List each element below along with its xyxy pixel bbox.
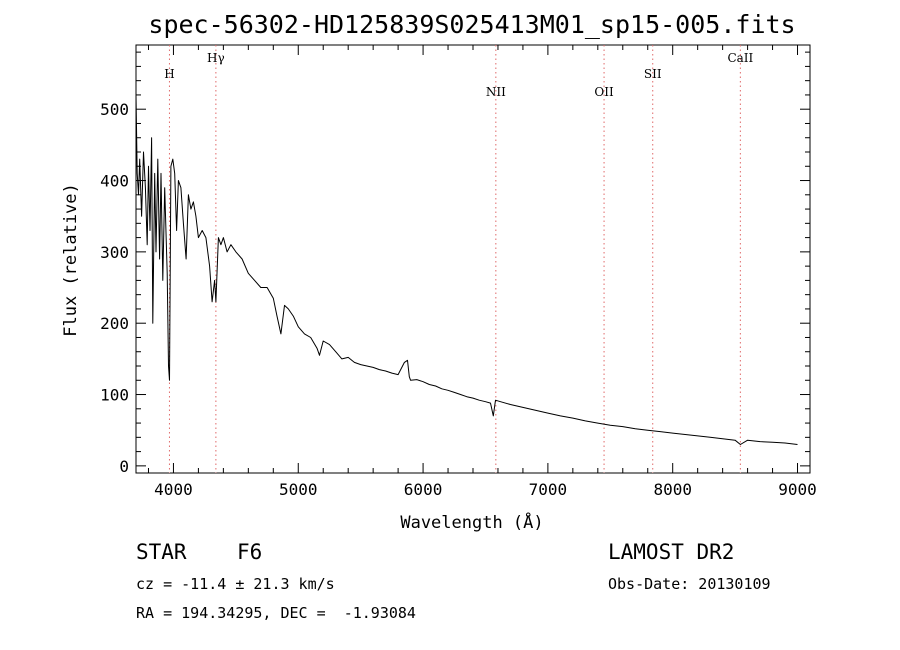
- redshift-text: cz = -11.4 ± 21.3 km/s: [136, 575, 335, 593]
- plot-frame-box: [135, 44, 811, 474]
- spectrum-line: [135, 94, 798, 445]
- object-class: F6: [237, 540, 263, 564]
- y-tick-label: 100: [100, 386, 129, 405]
- line-marker-label: H: [164, 67, 174, 81]
- object-label: STAR: [136, 540, 187, 564]
- line-marker-label: SII: [644, 67, 662, 81]
- line-marker-label: OII: [594, 85, 614, 99]
- x-tick-label: 9000: [778, 480, 817, 499]
- obs-date-text: Obs-Date: 20130109: [608, 575, 771, 593]
- line-marker-label: Hγ: [207, 51, 225, 65]
- x-axis: 4000 5000 6000 7000 8000 9000: [147, 45, 817, 499]
- y-tick-label: 500: [100, 100, 129, 119]
- coordinates-text: RA = 194.34295, DEC = -1.93084: [136, 604, 416, 622]
- x-tick-label: 8000: [653, 480, 692, 499]
- x-tick-label: 7000: [529, 480, 568, 499]
- x-tick-label: 5000: [279, 480, 318, 499]
- line-markers: H Hγ NII OII SII CaII: [164, 45, 754, 473]
- chart-title: spec-56302-HD125839S025413M01_sp15-005.f…: [148, 10, 795, 39]
- line-marker-label: CaII: [727, 51, 753, 65]
- x-tick-label: 4000: [154, 480, 193, 499]
- survey-label: LAMOST DR2: [608, 540, 735, 564]
- spectrum-series: [135, 94, 798, 445]
- y-tick-label: 400: [100, 172, 129, 191]
- line-marker-label: NII: [486, 85, 506, 99]
- plot-frame: [135, 44, 811, 474]
- x-axis-label: Wavelength (Å): [400, 511, 543, 533]
- y-tick-label: 0: [119, 457, 129, 476]
- y-tick-label: 200: [100, 314, 129, 333]
- y-axis-label: Flux (relative): [61, 183, 81, 337]
- y-axis: 0 100 200 300 400 500: [100, 51, 810, 476]
- x-tick-label: 6000: [404, 480, 443, 499]
- y-tick-label: 300: [100, 243, 129, 262]
